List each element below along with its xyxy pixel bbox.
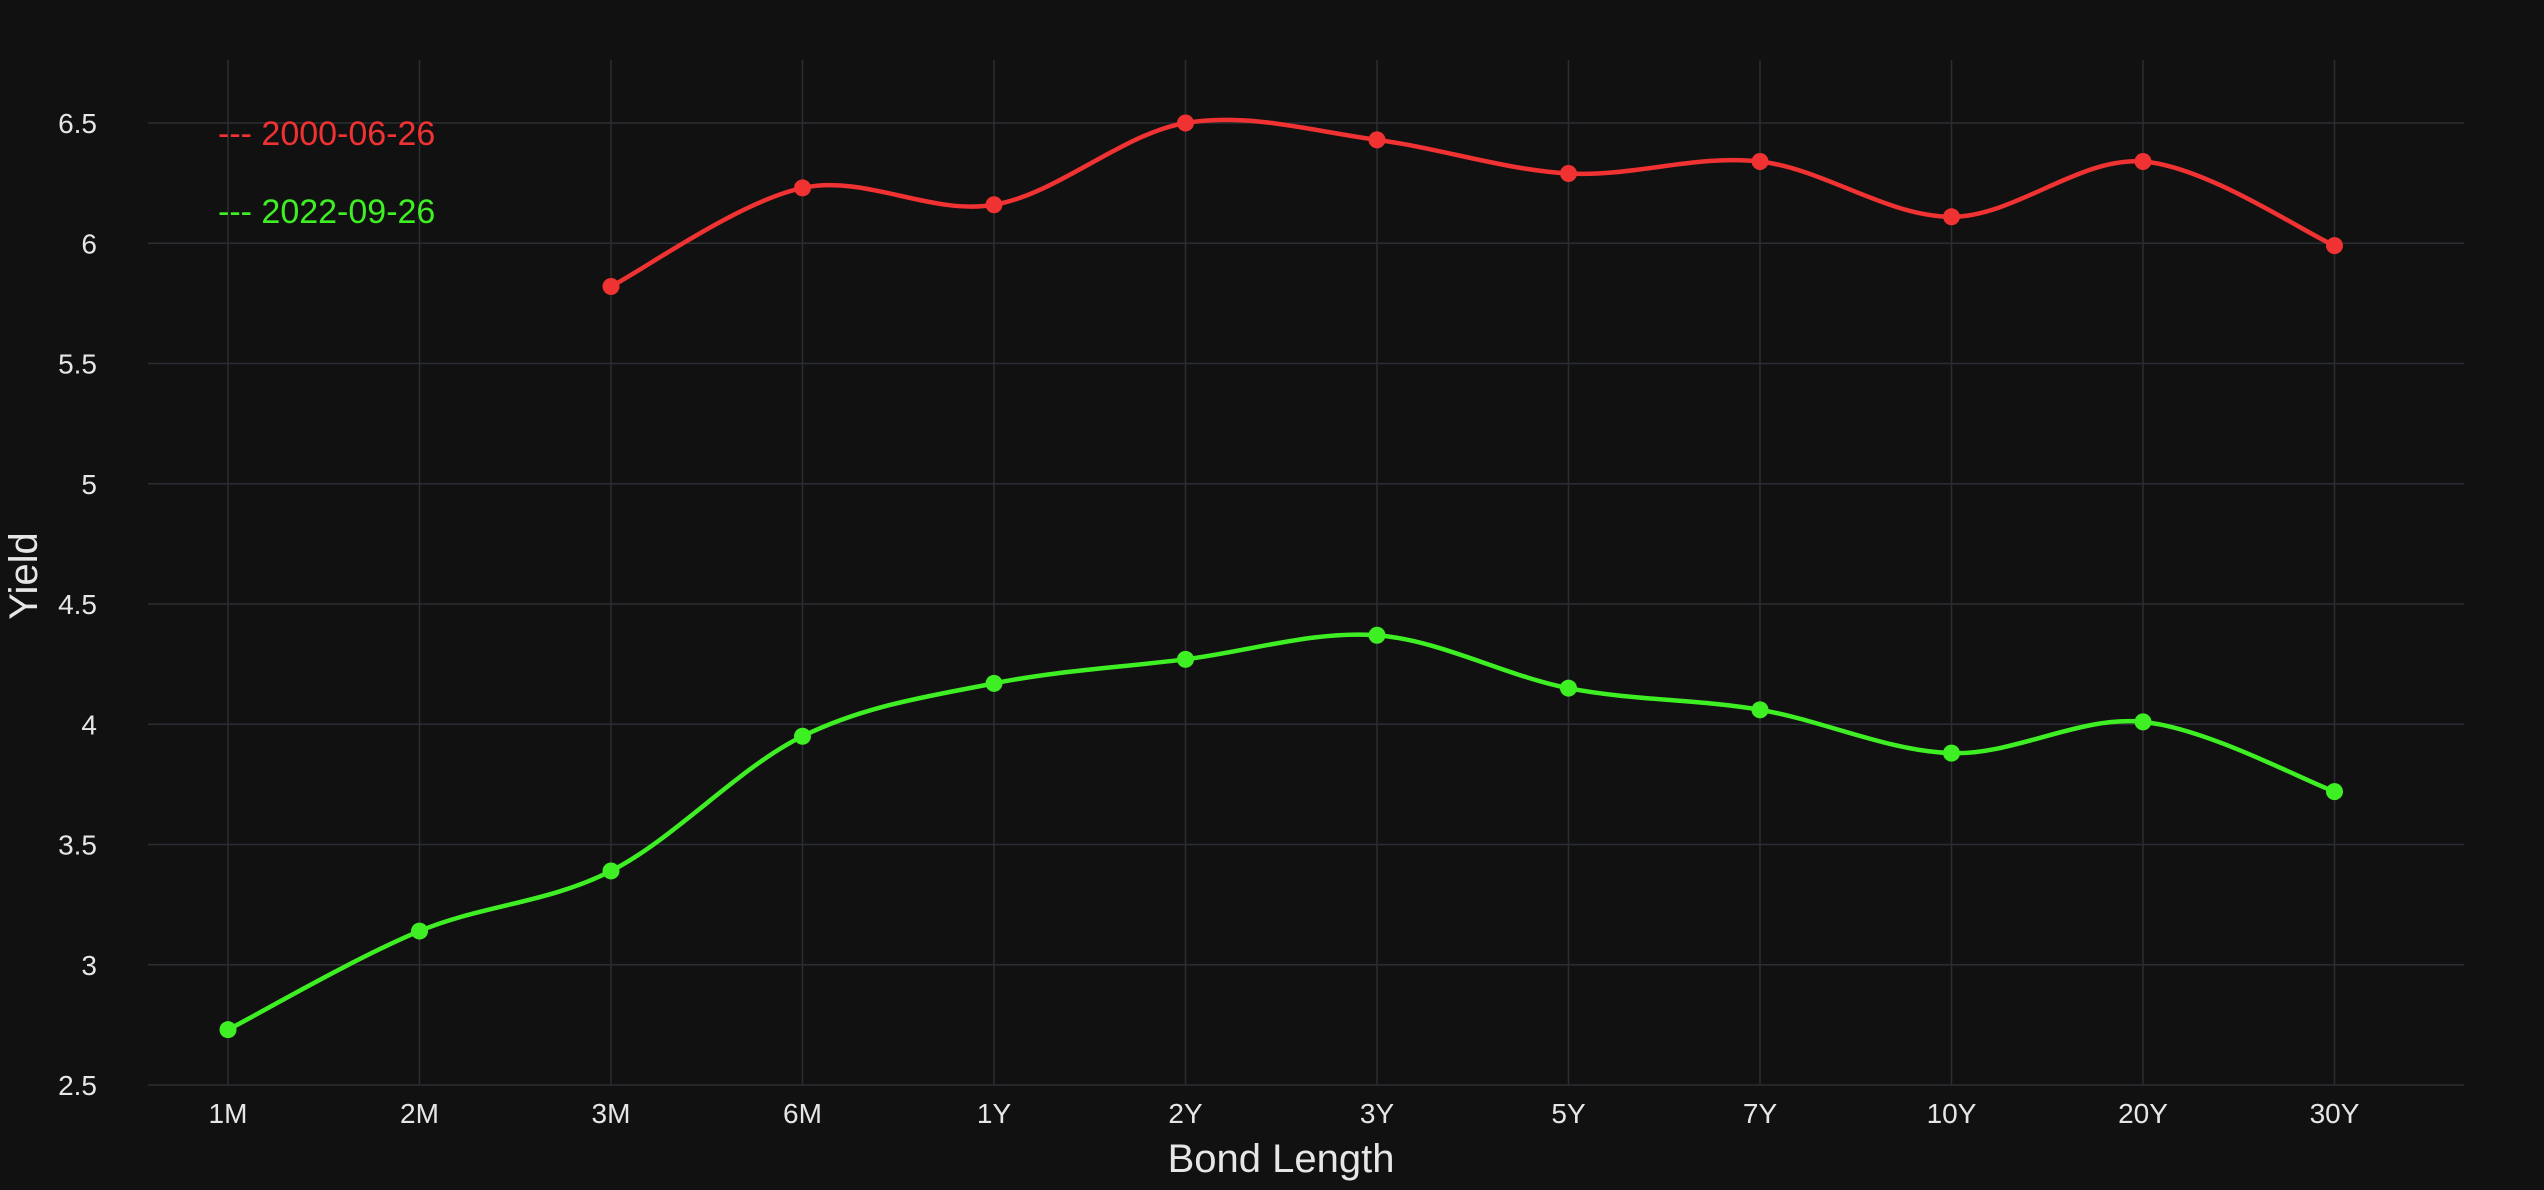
x-tick-label: 3Y [1360, 1098, 1395, 1129]
data-point[interactable] [2326, 237, 2343, 255]
grid [148, 60, 2464, 1086]
x-tick-label: 6M [783, 1098, 822, 1129]
series-2000-06-26 [602, 114, 2343, 296]
data-point[interactable] [1943, 744, 1960, 762]
data-point[interactable] [2134, 713, 2152, 731]
data-point[interactable] [1560, 679, 1577, 697]
x-tick-label: 1M [209, 1098, 248, 1129]
y-tick-label: 4.5 [58, 589, 97, 620]
y-tick-label: 5.5 [58, 349, 97, 380]
x-tick-label: 20Y [2118, 1098, 2168, 1129]
y-tick-label: 4 [81, 709, 97, 740]
data-point[interactable] [985, 196, 1003, 214]
y-tick-label: 2.5 [58, 1070, 97, 1101]
x-axis-ticks: 1M 2M 3M 6M 1Y 2Y 3Y 5Y 7Y 10Y 20Y 30Y [209, 1098, 2360, 1129]
x-tick-label: 7Y [1743, 1098, 1778, 1129]
data-point[interactable] [602, 278, 620, 296]
data-point[interactable] [1943, 208, 1960, 226]
data-point[interactable] [794, 727, 811, 745]
legend: --- 2000-06-26 --- 2022-09-26 [218, 115, 435, 231]
data-point[interactable] [1751, 701, 1769, 719]
data-point[interactable] [1368, 626, 1386, 644]
y-tick-label: 6 [81, 228, 97, 259]
data-point[interactable] [411, 922, 428, 940]
y-axis-title: Yield [2, 532, 46, 619]
series-2022-09-26 [219, 626, 2343, 1039]
legend-item-2022-09-26[interactable]: --- 2022-09-26 [218, 193, 435, 231]
series-line-2000-06-26 [608, 117, 2337, 289]
data-point[interactable] [985, 674, 1003, 692]
x-axis-title: Bond Length [1168, 1137, 1395, 1181]
data-point[interactable] [1368, 131, 1386, 149]
x-tick-label: 3M [592, 1098, 631, 1129]
x-tick-label: 10Y [1927, 1098, 1977, 1129]
y-tick-label: 5 [81, 469, 97, 500]
y-tick-label: 3.5 [58, 830, 97, 861]
data-point[interactable] [219, 1021, 237, 1039]
data-point[interactable] [2134, 152, 2152, 170]
data-point[interactable] [1177, 650, 1194, 668]
y-axis-ticks: 2.5 3 3.5 4 4.5 5 5.5 6 6.5 [58, 108, 97, 1101]
data-point[interactable] [1560, 165, 1577, 183]
x-tick-label: 2M [400, 1098, 439, 1129]
data-point[interactable] [2326, 783, 2343, 801]
data-point[interactable] [602, 862, 620, 880]
data-point[interactable] [794, 179, 811, 197]
data-point[interactable] [1751, 152, 1769, 170]
y-tick-label: 6.5 [58, 108, 97, 139]
data-point[interactable] [1177, 114, 1194, 132]
x-tick-label: 2Y [1168, 1098, 1203, 1129]
x-tick-label: 30Y [2310, 1098, 2360, 1129]
series-line-2022-09-26 [225, 632, 2337, 1032]
series-layer [219, 114, 2343, 1039]
legend-item-2000-06-26[interactable]: --- 2000-06-26 [218, 115, 435, 153]
y-tick-label: 3 [81, 950, 97, 981]
x-tick-label: 1Y [977, 1098, 1012, 1129]
x-tick-label: 5Y [1551, 1098, 1586, 1129]
